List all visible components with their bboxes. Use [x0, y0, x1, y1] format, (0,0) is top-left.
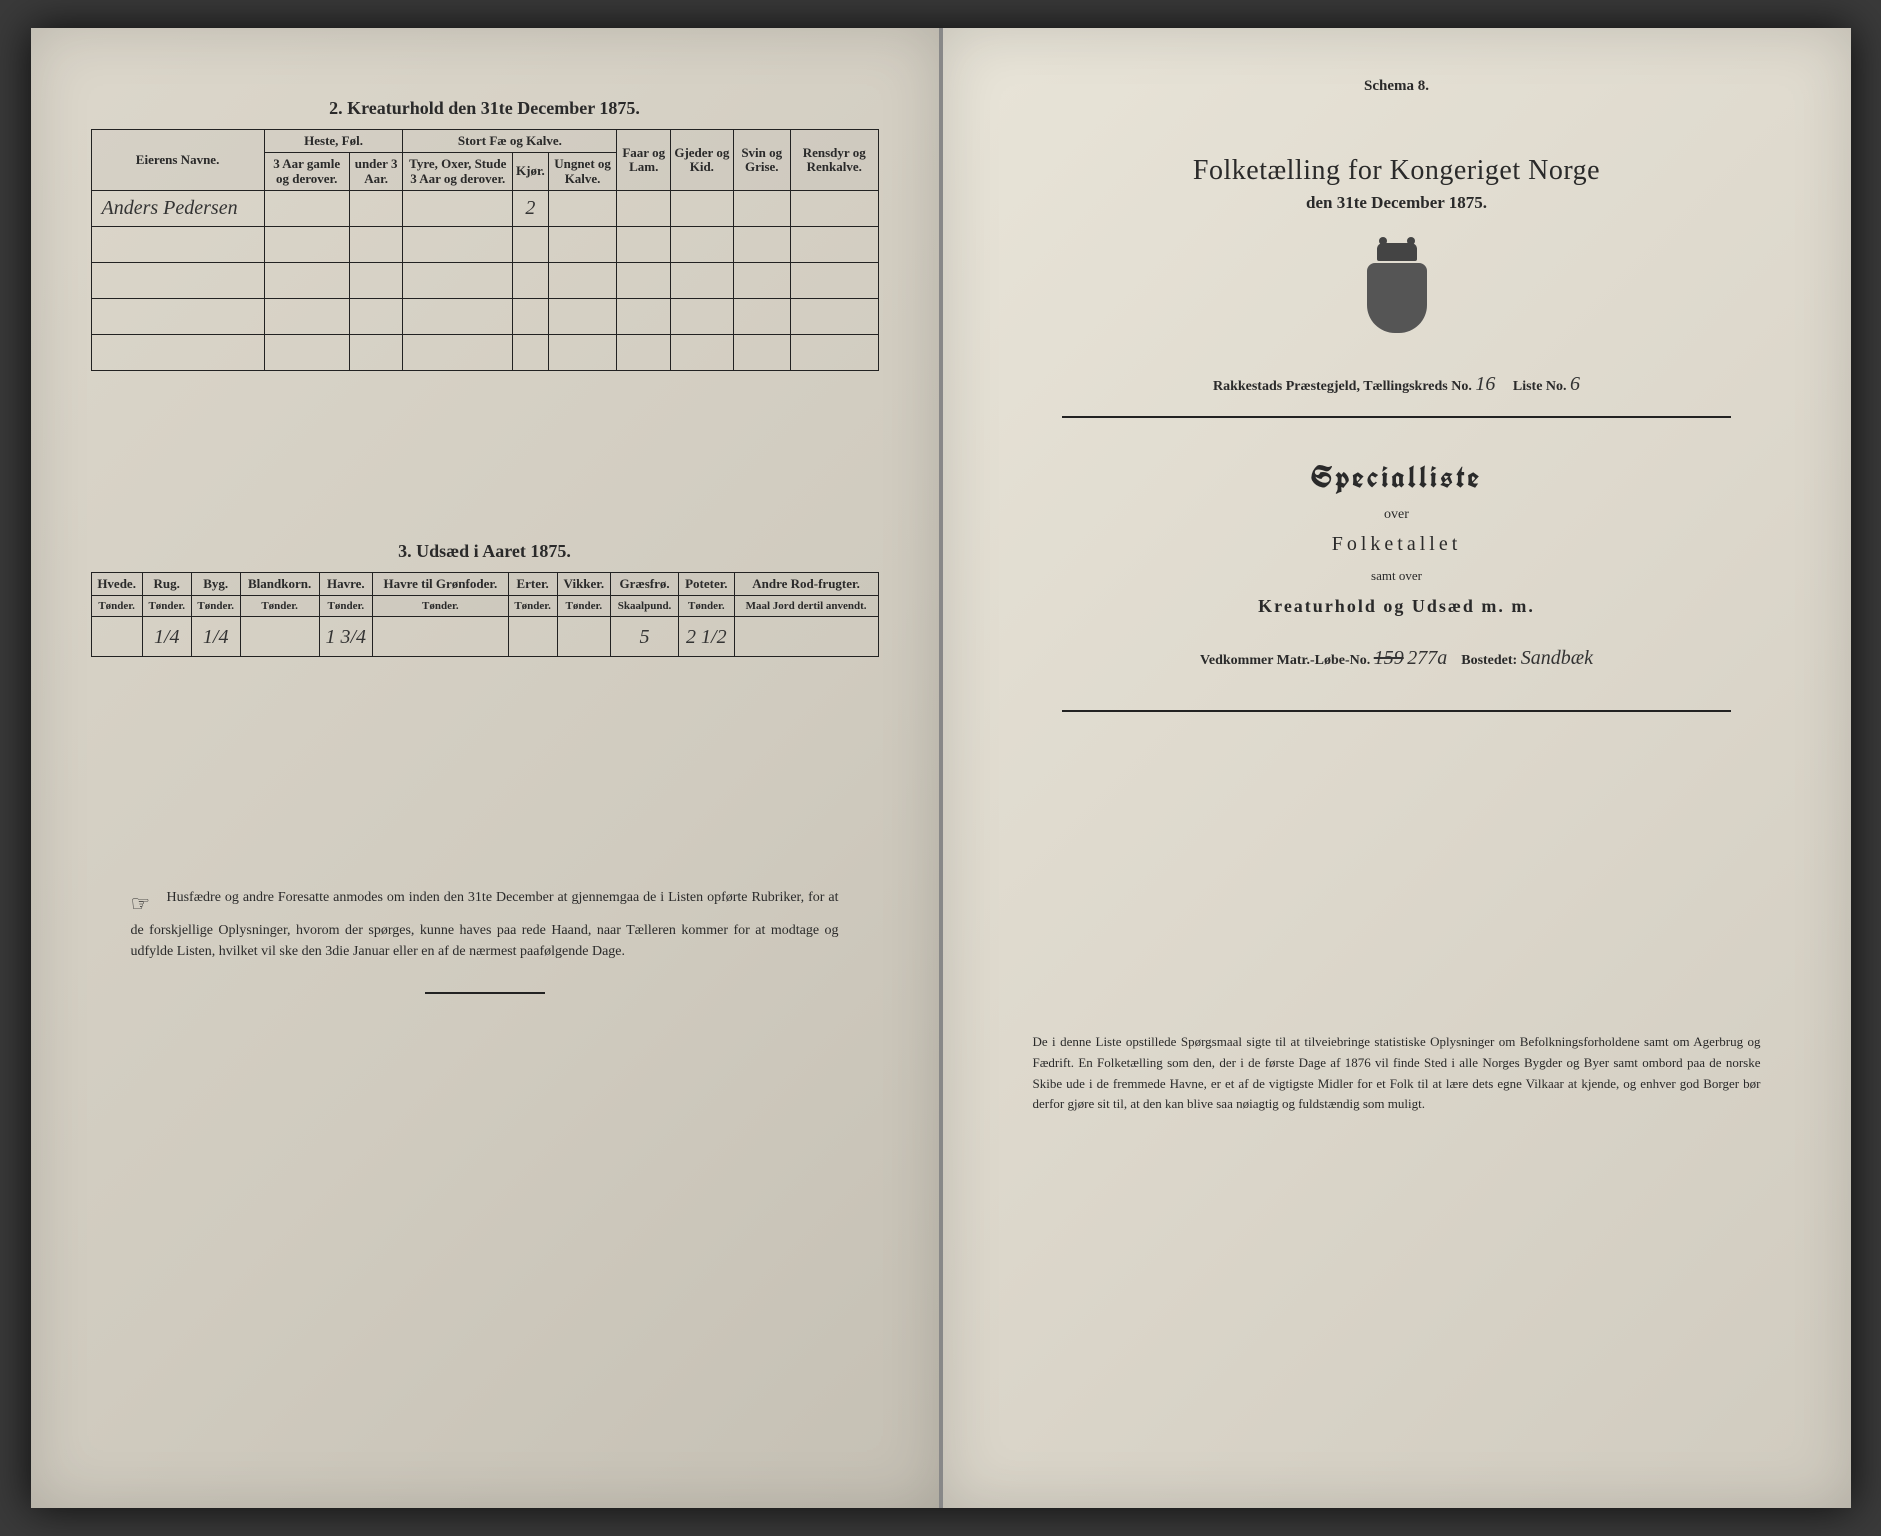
col-heste-b: under 3 Aar.	[349, 153, 403, 191]
graesfro-value: 5	[611, 617, 679, 657]
praestegjeld-line: Rakkestads Præstegjeld, Tællingskreds No…	[1003, 373, 1791, 396]
bottom-paragraph: De i denne Liste opstillede Spørgsmaal s…	[1033, 1032, 1761, 1115]
schema-label: Schema 8.	[1003, 78, 1791, 95]
unit: Tønder.	[373, 596, 509, 617]
vedkommer-line: Vedkommer Matr.-Løbe-No. 159 277a Bosted…	[1003, 647, 1791, 670]
bosted: Sandbæk	[1521, 647, 1593, 669]
col-eier: Eierens Navne.	[91, 130, 264, 191]
footnote-text: Husfædre og andre Foresatte anmodes om i…	[131, 890, 839, 959]
unit: Tønder.	[142, 596, 191, 617]
section2-title: 2. Kreaturhold den 31te December 1875.	[91, 98, 879, 119]
kreaturhold-table: Eierens Navne. Heste, Føl. Stort Fæ og K…	[91, 129, 879, 371]
census-book: 2. Kreaturhold den 31te December 1875. E…	[31, 28, 1851, 1508]
specialliste-title: Specialliste	[1003, 458, 1791, 497]
unit: Tønder.	[240, 596, 319, 617]
liste-label: Liste No.	[1513, 379, 1567, 394]
col-gjeder: Gjeder og Kid.	[671, 130, 733, 191]
folketallet-label: Folketallet	[1003, 533, 1791, 556]
pointing-hand-icon: ☞	[131, 887, 163, 920]
col-blandkorn: Blandkorn.	[240, 572, 319, 595]
table-row	[91, 262, 878, 298]
col-heste-a: 3 Aar gamle og derover.	[264, 153, 349, 191]
col-stort-group: Stort Fæ og Kalve.	[403, 130, 617, 153]
vedk-label: Vedkommer Matr.-Løbe-No.	[1200, 653, 1370, 668]
owner-name: Anders Pedersen	[91, 190, 264, 226]
kreatur-label: Kreaturhold og Udsæd m. m.	[1003, 596, 1791, 617]
coat-of-arms-icon	[1362, 243, 1432, 333]
table-row	[91, 298, 878, 334]
col-rug: Rug.	[142, 572, 191, 595]
unit: Skaalpund.	[611, 596, 679, 617]
col-graesfro: Græsfrø.	[611, 572, 679, 595]
unit: Maal Jord dertil anvendt.	[734, 596, 878, 617]
col-stort-a: Tyre, Oxer, Stude 3 Aar og derover.	[403, 153, 513, 191]
matr-no: 277a	[1407, 647, 1447, 669]
kjor-value: 2	[513, 190, 549, 226]
main-title: Folketælling for Kongeriget Norge	[1003, 155, 1791, 187]
rug-value: 1/4	[142, 617, 191, 657]
divider	[1062, 416, 1732, 418]
col-rensdyr: Rensdyr og Renkalve.	[790, 130, 878, 191]
table-row	[91, 334, 878, 370]
over-label: over	[1003, 507, 1791, 523]
liste-no: 6	[1570, 373, 1580, 395]
samt-label: samt over	[1003, 568, 1791, 584]
col-havre: Havre.	[319, 572, 372, 595]
udsaed-table: Hvede. Rug. Byg. Blandkorn. Havre. Havre…	[91, 572, 879, 657]
divider	[1062, 710, 1732, 712]
col-vikker: Vikker.	[557, 572, 610, 595]
footnote-block: ☞ Husfædre og andre Foresatte anmodes om…	[131, 887, 839, 962]
table-row	[91, 226, 878, 262]
left-page: 2. Kreaturhold den 31te December 1875. E…	[31, 28, 941, 1508]
unit: Tønder.	[557, 596, 610, 617]
matr-struck: 159	[1374, 647, 1404, 669]
table-row: Anders Pedersen 2	[91, 190, 878, 226]
praestegjeld-label: Rakkestads Præstegjeld, Tællingskreds No…	[1213, 379, 1472, 394]
kreds-no: 16	[1475, 373, 1495, 395]
col-faar: Faar og Lam.	[617, 130, 671, 191]
section3-title: 3. Udsæd i Aaret 1875.	[91, 541, 879, 562]
col-andre: Andre Rod-frugter.	[734, 572, 878, 595]
col-heste-group: Heste, Føl.	[264, 130, 403, 153]
unit: Tønder.	[508, 596, 557, 617]
col-stort-b: Kjør.	[513, 153, 549, 191]
byg-value: 1/4	[191, 617, 240, 657]
col-havre-gron: Havre til Grønfoder.	[373, 572, 509, 595]
col-byg: Byg.	[191, 572, 240, 595]
unit: Tønder.	[319, 596, 372, 617]
col-hvede: Hvede.	[91, 572, 142, 595]
unit: Tønder.	[191, 596, 240, 617]
col-stort-c: Ungnet og Kalve.	[548, 153, 617, 191]
poteter-value: 2 1/2	[679, 617, 735, 657]
bosted-label: Bostedet:	[1461, 653, 1517, 668]
sub-title: den 31te December 1875.	[1003, 193, 1791, 213]
col-poteter: Poteter.	[679, 572, 735, 595]
havre-value: 1 3/4	[319, 617, 372, 657]
col-svin: Svin og Grise.	[733, 130, 790, 191]
unit: Tønder.	[679, 596, 735, 617]
col-erter: Erter.	[508, 572, 557, 595]
right-page: Schema 8. Folketælling for Kongeriget No…	[941, 28, 1851, 1508]
unit: Tønder.	[91, 596, 142, 617]
divider	[425, 992, 545, 994]
table-row: 1/4 1/4 1 3/4 5 2 1/2	[91, 617, 878, 657]
